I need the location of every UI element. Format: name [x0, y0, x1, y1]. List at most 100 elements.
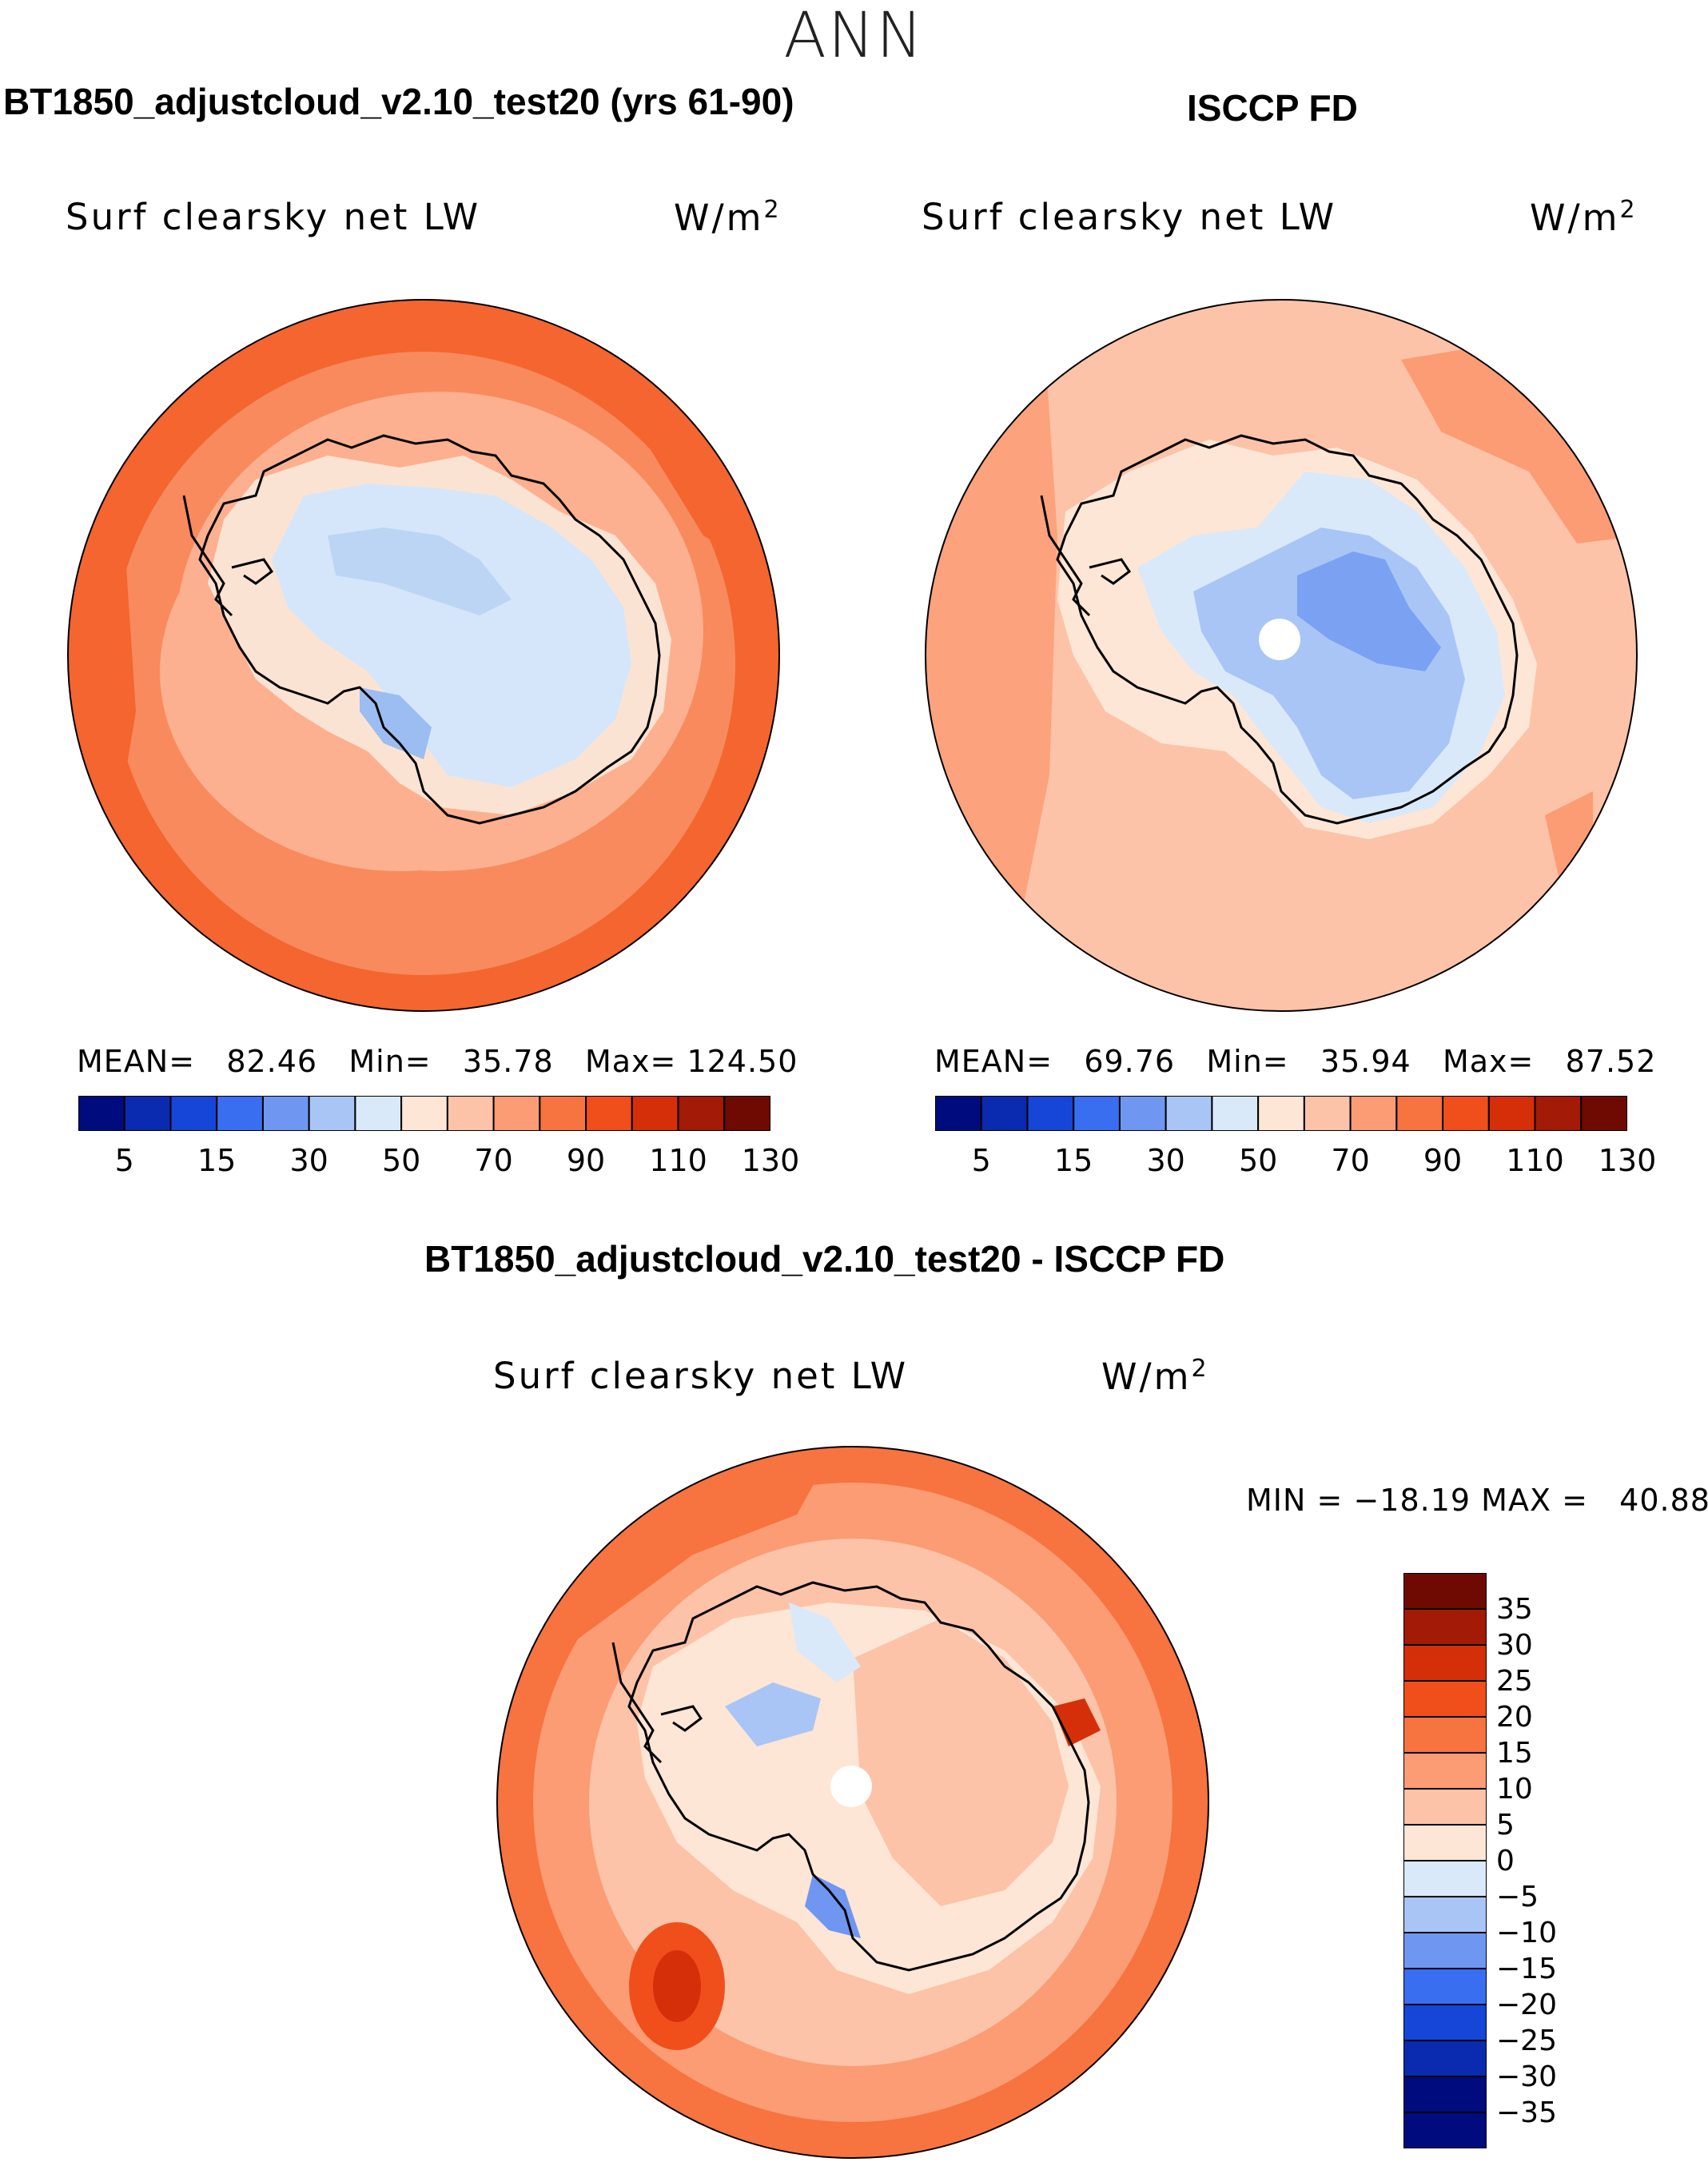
colorbar-swatch — [631, 1096, 679, 1131]
colorbar-tick-label: 110 — [649, 1143, 707, 1178]
colorbar-swatch — [1403, 2004, 1487, 2041]
colorbar-tick-label: −15 — [1496, 1953, 1557, 1985]
colorbar-swatch — [1403, 1788, 1487, 1826]
super-title: ANN — [783, 0, 925, 72]
colorbar-swatch — [1403, 1860, 1487, 1897]
interior-cool-1 — [725, 1682, 821, 1746]
colorbar-tick-label: −35 — [1496, 2096, 1557, 2129]
colorbar-tick-label: −25 — [1496, 2025, 1557, 2057]
colorbar-swatch — [1487, 1096, 1536, 1131]
colorbar-swatch — [1403, 1752, 1487, 1790]
panel2-variable: Surf clearsky net LW — [922, 196, 1337, 238]
colorbar-tick-label: 130 — [1598, 1143, 1657, 1178]
peninsula-coast — [611, 1642, 663, 1764]
colorbar-swatch — [1257, 1096, 1305, 1131]
colorbar-swatch — [1073, 1096, 1121, 1131]
colorbar-swatch — [1403, 1968, 1487, 2005]
colorbar-tick-label: 90 — [1423, 1143, 1463, 1178]
colorbar-tick-label: 50 — [381, 1143, 421, 1178]
coastline — [627, 1581, 1090, 1972]
colorbar-tick-label: 50 — [1238, 1143, 1278, 1178]
colorbar-swatch — [78, 1096, 125, 1131]
difference-colorbar-ticks: 35 30 25 20 15 10 5 0 −5 −10 −15 −20 −25 −30 −35 — [1496, 1573, 1656, 2148]
colorbar-swatch — [1403, 1608, 1487, 1646]
interior-ice-deep — [328, 528, 512, 615]
colorbar-swatch — [585, 1096, 633, 1131]
colorbar-swatch — [1534, 1096, 1583, 1131]
panel3-units: W/m2 — [1101, 1355, 1209, 1398]
plateau-deepest — [1297, 551, 1441, 671]
colorbar-swatch — [1403, 1932, 1487, 1969]
colorbar-swatch — [1211, 1096, 1260, 1131]
colorbar-swatch — [354, 1096, 403, 1131]
colorbar-tick-label: 5 — [1496, 1809, 1515, 1841]
interior-cool-2 — [789, 1603, 861, 1682]
colorbar-swatch — [1403, 2112, 1487, 2148]
colorbar-swatch — [1403, 2076, 1487, 2113]
colorbar-tick-label: 30 — [1496, 1629, 1533, 1662]
colorbar-tick-label: 70 — [474, 1143, 513, 1178]
panel3-variable: Surf clearsky net LW — [493, 1355, 909, 1397]
difference-colorbar — [1403, 1573, 1487, 2148]
colorbar-tick-label: 15 — [1496, 1737, 1533, 1770]
panel1-variable: Surf clearsky net LW — [66, 196, 481, 238]
colorbar-swatch — [1118, 1096, 1167, 1131]
colorbar-swatch — [1403, 1573, 1487, 1610]
colorbar-tick-label: 70 — [1331, 1143, 1370, 1178]
colorbar-swatch — [723, 1096, 770, 1131]
pole-hole — [830, 1766, 872, 1807]
colorbar-swatch — [492, 1096, 541, 1131]
colorbar-swatch — [400, 1096, 448, 1131]
colorbar-tick-label: 15 — [197, 1143, 237, 1178]
ross-cool — [805, 1874, 861, 1938]
colorbar-tick-label: 30 — [1146, 1143, 1185, 1178]
map-border — [67, 299, 780, 1012]
weddell-coast — [660, 1705, 703, 1732]
colorbar-swatch — [1580, 1096, 1627, 1131]
colorbar-swatch — [1395, 1096, 1444, 1131]
coastline — [198, 434, 661, 825]
colorbar-swatch — [1303, 1096, 1352, 1131]
colorbar-tick-label: 5 — [971, 1143, 991, 1178]
panel2-stats: MEAN= 69.76 Min= 35.94 Max= 87.52 — [934, 1044, 1657, 1079]
panel2-title: ISCCP FD — [1187, 87, 1358, 129]
colorbar-tick-label: 20 — [1496, 1701, 1533, 1734]
panel3-title: BT1850_adjustcloud_v2.10_test20 - ISCCP … — [424, 1238, 1225, 1280]
colorbar-swatch — [1165, 1096, 1213, 1131]
colorbar-swatch — [539, 1096, 587, 1131]
colorbar-tick-label: −20 — [1496, 1989, 1557, 2021]
colorbar-swatch — [677, 1096, 726, 1131]
colorbar-swatch — [935, 1096, 982, 1131]
colorbar-tick-label: 0 — [1496, 1845, 1515, 1877]
warm-spot-sw-core — [653, 1950, 701, 2022]
colorbar-swatch — [123, 1096, 172, 1131]
map-border — [925, 299, 1638, 1012]
colorbar-swatch — [1403, 1896, 1487, 1933]
colorbar-swatch — [1403, 1716, 1487, 1754]
panel1-units: W/m2 — [674, 196, 782, 239]
colorbar-swatch — [1403, 1680, 1487, 1718]
colorbar-swatch — [216, 1096, 264, 1131]
colorbar-tick-label: −10 — [1496, 1917, 1557, 1949]
colorbar-swatch — [308, 1096, 356, 1131]
colorbar-tick-label: 110 — [1506, 1143, 1564, 1178]
ocean-warm-ne — [1401, 344, 1637, 543]
coastline — [1056, 434, 1519, 825]
pole-hole — [1259, 619, 1300, 660]
panel1-title: BT1850_adjustcloud_v2.10_test20 (yrs 61-… — [3, 81, 794, 122]
difference-map — [496, 1446, 1209, 2159]
panel3-stats: MIN = −18.19 MAX = 40.88 — [1246, 1483, 1708, 1518]
colorbar-swatch — [169, 1096, 218, 1131]
colorbar-tick-label: 5 — [114, 1143, 134, 1178]
colorbar-swatch — [1442, 1096, 1490, 1131]
obs-map — [925, 299, 1638, 1012]
colorbar-swatch — [1349, 1096, 1398, 1131]
interior-warm-1 — [853, 1619, 1069, 1906]
colorbar-swatch — [1403, 2040, 1487, 2077]
colorbar-tick-label: −30 — [1496, 2060, 1557, 2093]
colorbar-tick-label: 90 — [566, 1143, 606, 1178]
ross-ice-blue — [360, 687, 432, 759]
weddell-coast — [231, 558, 274, 585]
obs-colorbar — [935, 1096, 1627, 1131]
coast-warm-e — [1053, 1698, 1101, 1746]
